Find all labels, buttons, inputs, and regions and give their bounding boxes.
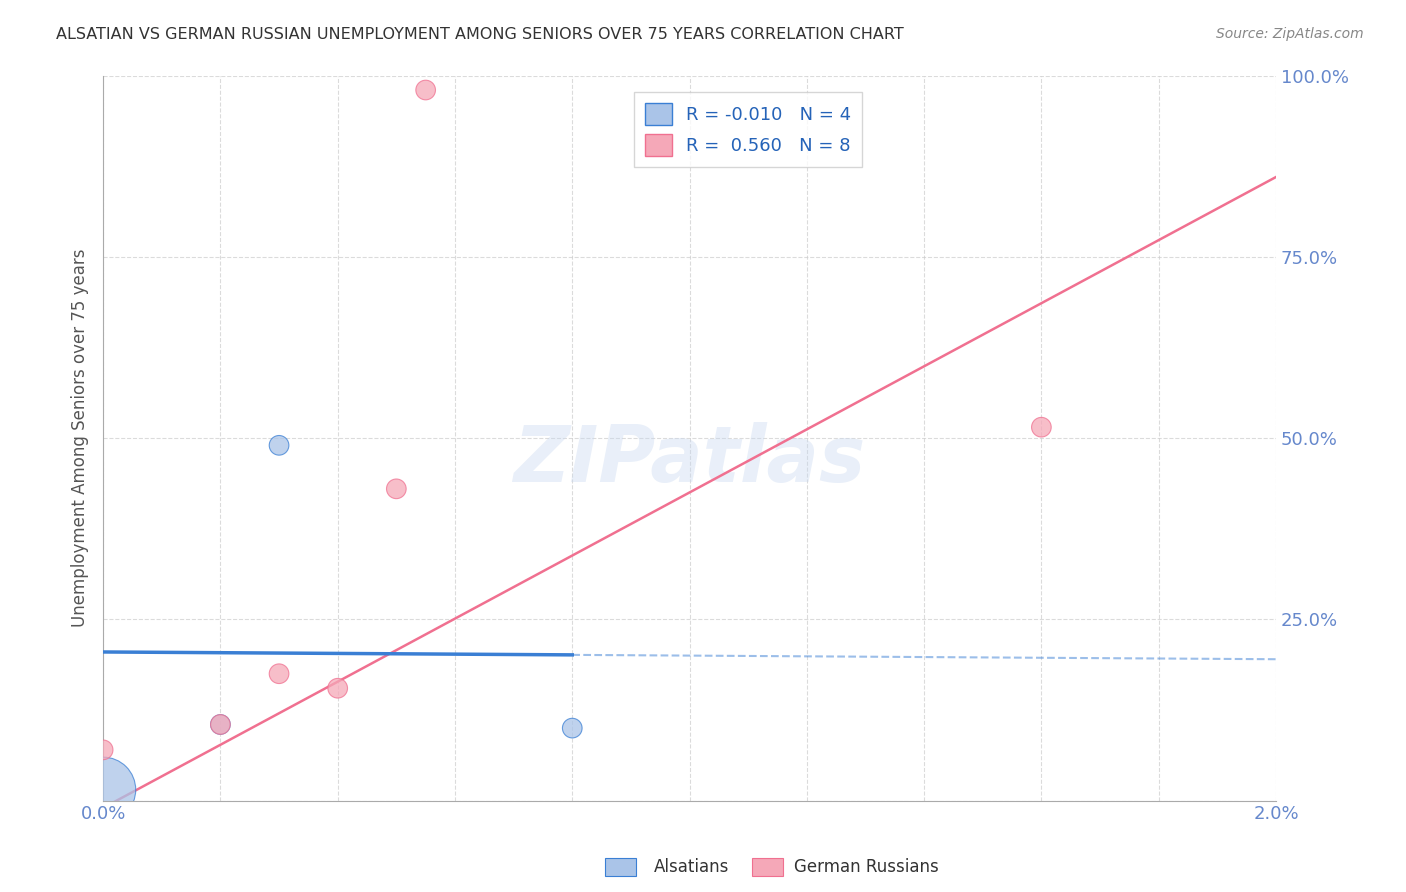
Point (267, 666, 290, 681)
Text: ZIPatlas: ZIPatlas (513, 422, 866, 498)
Point (561, 721, 583, 735)
Point (267, 438, 290, 452)
Text: ALSATIAN VS GERMAN RUSSIAN UNEMPLOYMENT AMONG SENIORS OVER 75 YEARS CORRELATION : ALSATIAN VS GERMAN RUSSIAN UNEMPLOYMENT … (56, 27, 904, 42)
Point (209, 717, 232, 731)
Point (415, 83, 437, 97)
Text: Alsatians: Alsatians (654, 858, 730, 876)
Point (1031, 420, 1053, 434)
Text: German Russians: German Russians (794, 858, 939, 876)
Point (385, 482, 408, 496)
Y-axis label: Unemployment Among Seniors over 75 years: Unemployment Among Seniors over 75 years (72, 249, 89, 627)
Point (326, 681, 349, 696)
Point (91, 743, 114, 757)
Point (209, 717, 232, 731)
Legend: R = -0.010   N = 4, R =  0.560   N = 8: R = -0.010 N = 4, R = 0.560 N = 8 (634, 92, 862, 167)
Point (91, 782, 114, 797)
Text: Source: ZipAtlas.com: Source: ZipAtlas.com (1216, 27, 1364, 41)
